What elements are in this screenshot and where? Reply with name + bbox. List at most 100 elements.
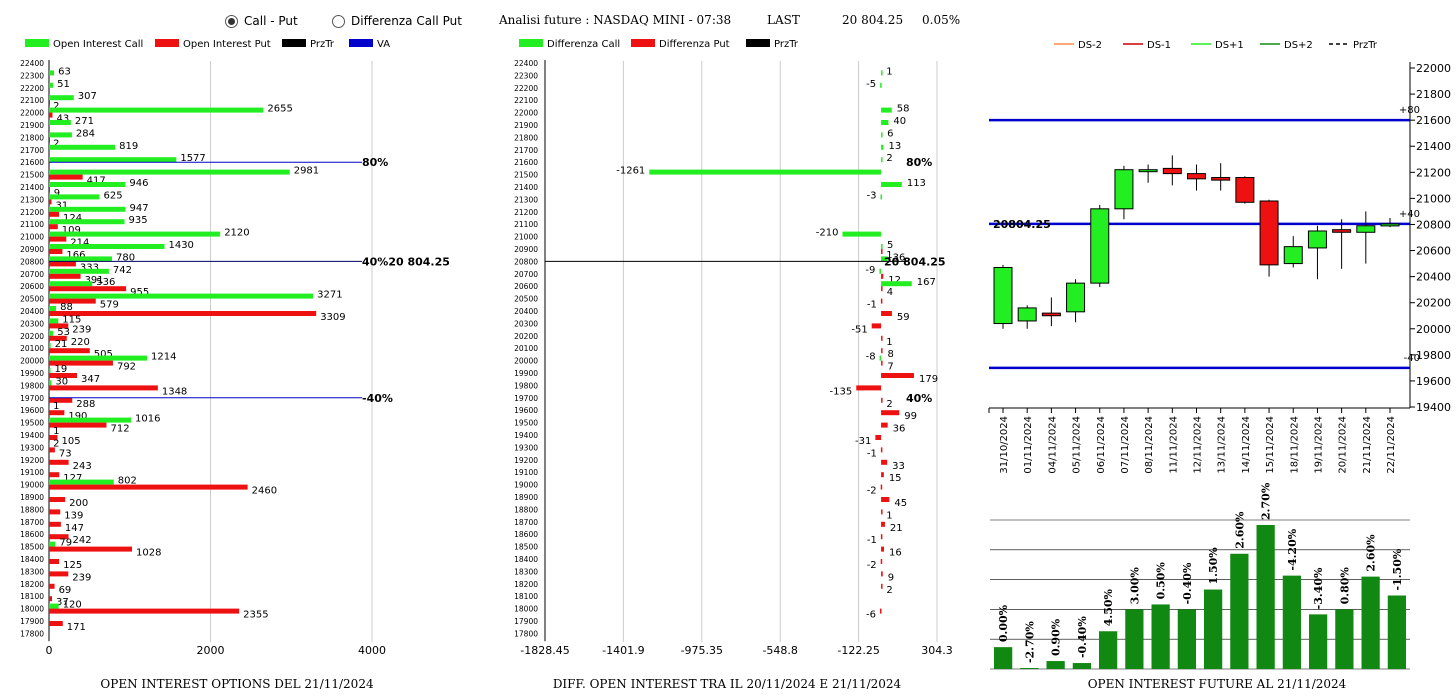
candle-body	[1017, 307, 1037, 322]
bar-put	[49, 137, 50, 143]
y-tick-label: 18200	[20, 580, 44, 589]
y-tick-label: 19500	[514, 419, 538, 428]
radio-call-put[interactable]: Call - Put	[225, 14, 298, 28]
y-tick-label: 21800	[1416, 88, 1451, 101]
data-label-diff-put: 1	[886, 510, 892, 521]
header-last-value: 20 804.25	[842, 13, 904, 27]
data-label-diff-put: -31	[855, 436, 871, 447]
y-tick-label: 21300	[514, 195, 538, 204]
y-tick-label: 19100	[20, 468, 44, 477]
x-tick-label: 14/11/2024	[1241, 416, 1252, 474]
x-tick-label: -548.8	[762, 644, 797, 657]
y-tick-label: 20400	[20, 307, 44, 316]
level-label-right: +40	[1399, 209, 1420, 220]
legend-swatch	[519, 39, 543, 47]
bar-diff-put	[879, 608, 882, 614]
y-tick-label: 18800	[514, 505, 538, 514]
candle-body	[1283, 246, 1303, 265]
bar-put	[49, 174, 83, 180]
y-tick-label: 20700	[514, 270, 538, 279]
data-label-put: 171	[67, 622, 86, 633]
x-tick-label: 08/11/2024	[1144, 416, 1155, 474]
y-tick-label: 19400	[514, 431, 538, 440]
data-label-diff-put: 9	[888, 572, 894, 583]
bar-call	[49, 479, 114, 485]
bar-put	[49, 422, 107, 428]
legend-swatch	[349, 39, 373, 47]
data-label-put: 2355	[243, 610, 268, 621]
y-tick-label: 20800	[1416, 218, 1451, 231]
y-tick-label: 20200	[514, 332, 538, 341]
data-label-call: 2981	[294, 166, 319, 177]
bar-call	[49, 144, 116, 150]
y-tick-label: 19200	[514, 456, 538, 465]
y-tick-label: 20500	[20, 295, 44, 304]
data-label-diff-put: 99	[904, 411, 917, 422]
y-tick-label: 21900	[514, 121, 538, 130]
data-label-diff-call: -210	[816, 228, 839, 239]
data-label-put: 288	[76, 399, 95, 410]
data-label-call: 780	[116, 252, 135, 263]
bar-diff-put	[881, 497, 890, 502]
x-tick-label: 31/10/2024	[999, 416, 1010, 474]
data-label-call: 935	[129, 215, 148, 226]
chart-title: OPEN INTEREST OPTIONS DEL 21/11/2024	[100, 677, 374, 691]
bar-diff-call	[879, 268, 882, 274]
bar-call	[49, 169, 290, 175]
legend-label: Open Interest Put	[183, 39, 271, 50]
data-label-call: 947	[129, 203, 148, 214]
data-label-put: 1348	[162, 386, 187, 397]
data-label-diff-call: -9	[865, 265, 875, 276]
data-label-put: 124	[63, 213, 82, 224]
legend-swatch	[746, 39, 770, 47]
data-label-future: 2.60%	[1233, 511, 1246, 549]
bar-put	[49, 534, 69, 540]
data-label-diff-call: -5	[866, 79, 876, 90]
radio-differenza[interactable]: Differenza Call Put	[332, 14, 462, 28]
data-label-future: 0.00%	[997, 604, 1010, 642]
data-label-future: 2.70%	[1260, 482, 1273, 520]
y-tick-label: 21800	[514, 133, 538, 142]
radio-differenza-dot[interactable]	[332, 14, 345, 28]
bar-put	[49, 521, 61, 527]
data-label-diff-call: 6	[887, 128, 893, 139]
legend-label: PrzTr	[310, 39, 335, 50]
bar-put	[49, 311, 317, 316]
data-label-future: 1.50%	[1207, 547, 1220, 585]
bar-put	[49, 608, 240, 614]
bar-call	[49, 293, 314, 299]
y-tick-label: 22000	[20, 109, 44, 118]
radio-call-put-label: Call - Put	[244, 14, 298, 28]
y-tick-label: 18900	[514, 493, 538, 502]
data-label-diff-put: 8	[888, 349, 894, 360]
data-label-put: 105	[61, 436, 80, 447]
bar-diff-put	[871, 323, 882, 329]
y-tick-label: 22400	[20, 59, 44, 68]
radio-call-put-dot[interactable]	[225, 14, 238, 28]
y-tick-label: 21100	[20, 220, 44, 229]
y-tick-label: 17800	[20, 629, 44, 638]
data-label-call: 1214	[151, 352, 176, 363]
y-tick-label: 20300	[514, 319, 538, 328]
legend-swatch	[25, 39, 49, 47]
data-label-call: 536	[96, 277, 115, 288]
y-tick-label: 21200	[514, 208, 538, 217]
data-label-call: 2	[53, 438, 59, 449]
bar-call	[49, 405, 50, 411]
bar-call	[49, 157, 177, 163]
data-label-put: 333	[80, 262, 99, 273]
bar-put	[49, 249, 63, 254]
bar-diff-call	[881, 70, 883, 76]
y-tick-label: 20800	[514, 257, 538, 266]
y-tick-label: 18100	[514, 592, 538, 601]
bar-call	[49, 256, 112, 262]
bar-diff-call	[880, 82, 882, 88]
bar-diff-put	[881, 373, 914, 378]
data-label-put: 242	[73, 535, 92, 546]
bar-future	[1387, 595, 1406, 669]
bar-put	[49, 335, 67, 341]
candle-body	[1090, 208, 1110, 284]
y-tick-label: 20400	[514, 307, 538, 316]
bar-diff-put	[880, 534, 883, 540]
bar-diff-put	[881, 348, 883, 354]
